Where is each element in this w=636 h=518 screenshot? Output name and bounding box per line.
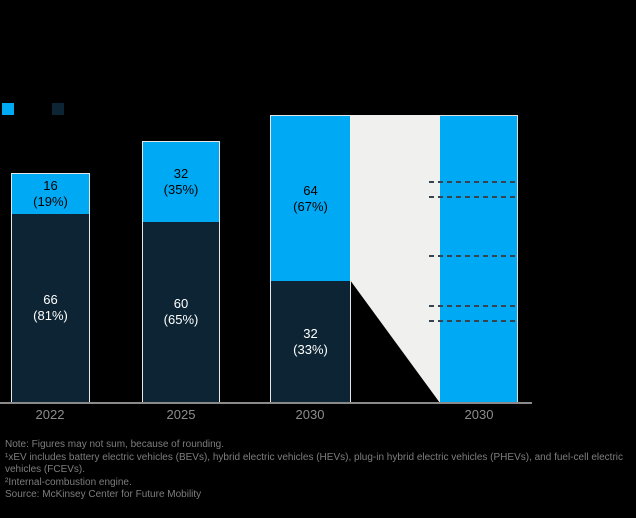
ev-breakdown-divider	[429, 320, 518, 322]
stacked-bar-2022: 16 (19%) 66 (81%)	[11, 173, 90, 402]
x-axis-line	[0, 402, 532, 404]
footnote-source: Source: McKinsey Center for Future Mobil…	[5, 489, 202, 500]
ev-breakdown-divider	[429, 255, 518, 257]
x-label-2022: 2022	[35, 407, 65, 422]
legend-swatch-ice	[52, 103, 64, 115]
ev-segment-2022: 16 (19%)	[12, 174, 89, 214]
ice-segment-2030: 32 (33%)	[271, 281, 350, 402]
ice-segment-2025: 60 (65%)	[143, 222, 219, 402]
footnote-ev-definition: ¹xEV includes battery electric vehicles …	[5, 451, 623, 476]
footnote-note: Note: Figures may not sum, because of ro…	[5, 439, 225, 450]
stacked-bar-2025: 32 (35%) 60 (65%)	[142, 141, 220, 402]
expansion-wedge	[350, 115, 440, 403]
ice-value-label: 66	[43, 292, 58, 307]
legend-swatch-ev	[2, 103, 14, 115]
ice-pct-label: (33%)	[293, 341, 328, 357]
ev-breakdown-divider	[429, 181, 518, 183]
ev-pct-label: (19%)	[33, 194, 68, 209]
footnote-ice-definition: ²Internal-combustion engine.	[5, 476, 132, 488]
ice-value-label: 60	[173, 296, 189, 311]
x-label-2030-expanded: 2030	[464, 407, 494, 422]
expanded-ev-bar-2030	[440, 115, 518, 402]
footnotes: Note: Figures may not sum, because of ro…	[5, 439, 633, 502]
stacked-bar-2030: 64 (67%) 32 (33%)	[270, 115, 351, 402]
ev-breakdown-divider	[429, 305, 518, 307]
x-label-2025: 2025	[166, 407, 196, 422]
ev-segment-2030: 64 (67%)	[271, 116, 350, 281]
ice-value-label: 32	[303, 325, 318, 341]
ice-segment-2022: 66 (81%)	[12, 214, 89, 402]
ev-value-label: 32	[173, 166, 189, 181]
ev-value-label: 64	[303, 182, 318, 198]
ev-pct-label: (67%)	[293, 198, 328, 214]
ev-value-label: 16	[43, 178, 58, 193]
ice-pct-label: (81%)	[33, 308, 68, 323]
ev-breakdown-divider	[429, 196, 518, 198]
ev-pct-label: (35%)	[163, 182, 199, 197]
x-label-2030: 2030	[295, 407, 325, 422]
ev-segment-2025: 32 (35%)	[143, 142, 219, 222]
ice-pct-label: (65%)	[163, 312, 199, 327]
